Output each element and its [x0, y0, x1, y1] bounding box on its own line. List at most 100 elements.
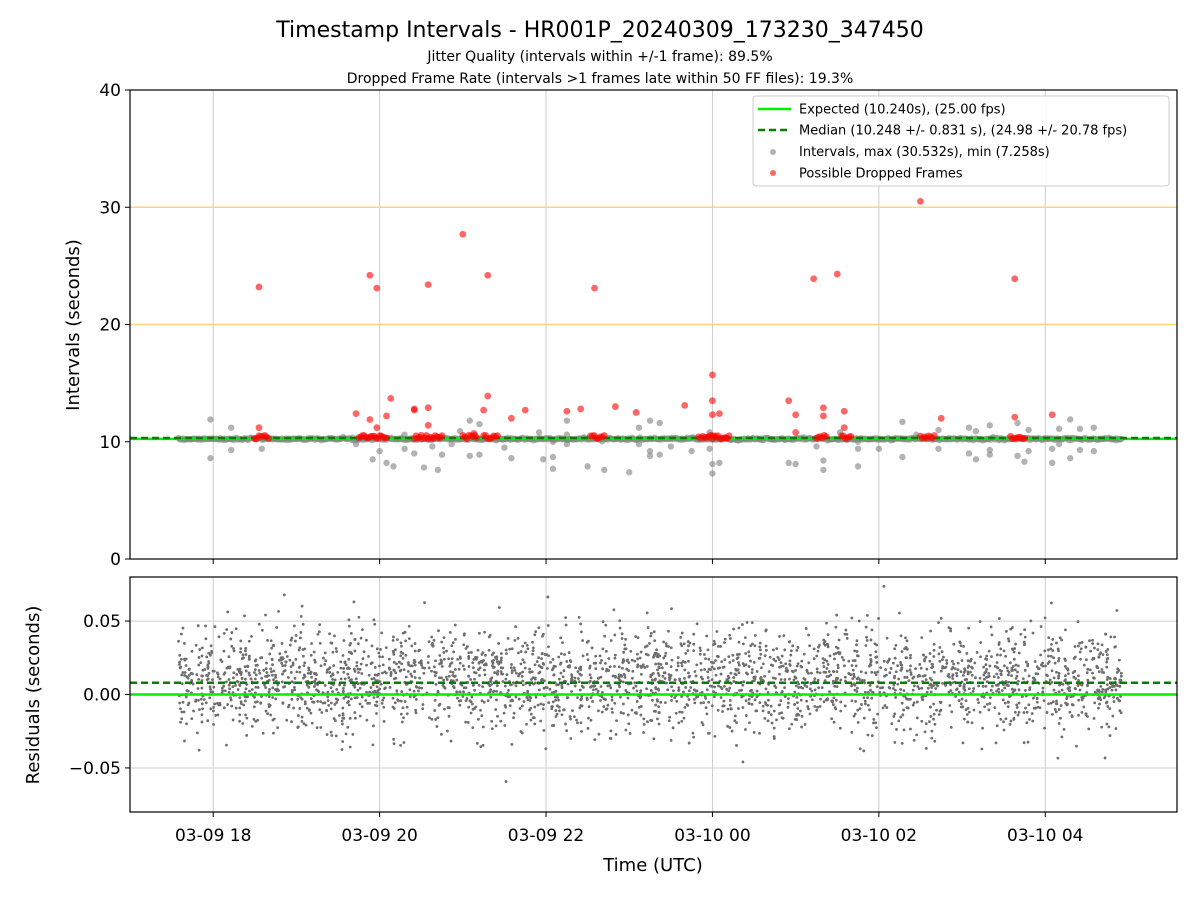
residual-point — [915, 733, 919, 737]
residual-point — [879, 666, 883, 670]
residual-point — [478, 631, 481, 635]
dropped-frame-point — [494, 432, 501, 440]
residual-point — [1096, 648, 1100, 652]
residual-point — [1060, 735, 1064, 739]
residual-point — [915, 700, 919, 704]
residual-point — [1011, 664, 1015, 668]
residual-point — [208, 696, 212, 700]
residual-point — [302, 722, 306, 726]
residual-point — [939, 616, 943, 620]
residual-point — [1100, 690, 1104, 694]
residual-point — [467, 665, 471, 668]
residual-point — [195, 673, 199, 677]
residual-point — [753, 634, 757, 637]
residual-point — [957, 699, 961, 703]
residual-point — [1076, 620, 1080, 624]
residual-point — [490, 664, 494, 668]
residual-point — [967, 687, 971, 691]
residual-point — [619, 711, 623, 714]
residual-point — [731, 659, 735, 662]
residual-point — [932, 702, 936, 706]
residual-point — [766, 691, 770, 694]
interval-point — [376, 447, 383, 455]
residual-point — [1014, 642, 1018, 646]
residual-point — [727, 655, 731, 659]
residual-point — [540, 657, 543, 661]
residual-point — [271, 673, 274, 677]
residual-point — [565, 729, 568, 733]
residual-point — [717, 644, 720, 648]
residual-point — [995, 689, 998, 693]
residual-point — [427, 666, 431, 670]
residual-point — [930, 666, 934, 670]
residual-point — [392, 668, 396, 672]
residual-point — [1008, 661, 1012, 665]
residual-point — [378, 655, 382, 659]
residual-point — [469, 711, 473, 715]
residual-point — [375, 712, 378, 715]
residual-point — [951, 677, 955, 680]
residual-point — [534, 630, 538, 634]
residual-point — [782, 634, 786, 638]
residual-point — [504, 648, 508, 652]
residual-point — [912, 684, 916, 688]
dropped-frame-point — [563, 407, 571, 415]
residual-point — [621, 702, 625, 706]
residual-point — [834, 678, 838, 682]
residual-point — [634, 711, 638, 714]
residual-point — [742, 680, 746, 684]
residual-point — [909, 656, 912, 660]
residual-point — [1059, 716, 1062, 720]
residual-point — [606, 703, 610, 707]
residual-point — [1048, 678, 1052, 682]
residual-point — [410, 664, 414, 668]
residual-point — [261, 731, 265, 735]
residual-point — [1073, 669, 1077, 673]
residual-point — [853, 688, 857, 692]
residual-point — [723, 641, 726, 644]
residual-point — [832, 720, 836, 724]
residual-point — [1054, 702, 1058, 706]
residual-point — [596, 689, 600, 693]
residual-point — [353, 649, 357, 653]
residual-point — [253, 671, 256, 674]
residual-point — [197, 656, 201, 659]
residual-point — [1087, 727, 1091, 731]
residual-point — [844, 628, 848, 632]
intervals-y-axis-label: Intervals (seconds) — [63, 239, 84, 411]
residual-point — [594, 667, 598, 670]
interval-point — [626, 469, 633, 476]
residual-point — [454, 637, 457, 641]
residual-point — [680, 644, 684, 648]
residual-point — [347, 618, 351, 622]
residual-point — [477, 683, 481, 687]
residual-point — [970, 721, 974, 725]
residual-point — [638, 696, 642, 700]
residual-point — [372, 618, 376, 622]
residual-point — [1038, 706, 1042, 710]
residual-point — [440, 664, 444, 668]
residual-point — [589, 696, 593, 700]
residual-point — [627, 722, 631, 726]
residual-point — [1058, 636, 1062, 640]
residual-point — [378, 680, 382, 684]
residual-point — [231, 685, 235, 689]
residual-point — [1007, 639, 1011, 643]
residual-point — [874, 650, 878, 654]
residual-point — [1077, 698, 1081, 702]
residual-point — [704, 706, 708, 710]
residual-point — [1101, 653, 1105, 657]
residual-point — [343, 660, 347, 664]
residual-point — [1011, 648, 1015, 651]
residual-point — [539, 678, 543, 682]
residual-point — [248, 673, 251, 677]
residual-point — [313, 658, 317, 662]
residual-point — [1077, 674, 1080, 678]
residual-point — [581, 654, 585, 658]
residual-point — [979, 641, 983, 644]
residual-point — [534, 695, 538, 699]
residual-point — [525, 643, 529, 647]
residual-point — [427, 640, 431, 644]
residual-point — [504, 780, 508, 783]
residual-point — [1016, 713, 1020, 717]
